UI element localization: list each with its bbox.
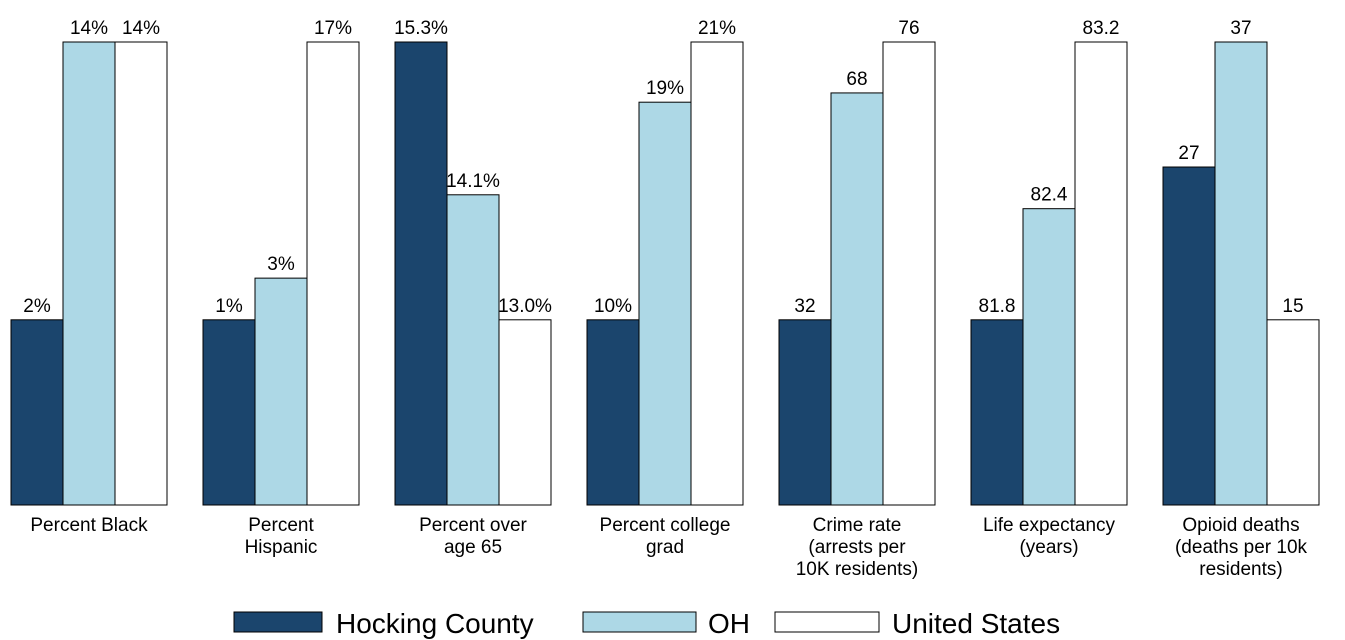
bar-value-label: 81.8: [979, 296, 1016, 317]
category-label: (arrests per: [808, 537, 906, 558]
category-label: Hispanic: [245, 537, 318, 558]
legend-swatch-oh: [582, 611, 697, 633]
category-label: Crime rate: [813, 515, 902, 536]
bar-united-states-4: [882, 41, 936, 506]
legend-label: OH: [708, 608, 750, 639]
category-label: Life expectancy: [983, 515, 1116, 536]
bar-hocking-county-6: [1162, 166, 1216, 506]
bar-oh-0: [62, 41, 116, 506]
bar-oh-2: [446, 194, 500, 506]
bar-value-label: 17%: [314, 18, 352, 39]
bar-united-states-6: [1266, 319, 1320, 506]
bar-value-label: 32: [794, 296, 815, 317]
bar-value-label: 13.0%: [498, 296, 552, 317]
bar-oh-3: [638, 101, 692, 506]
bar-hocking-county-3: [586, 319, 640, 506]
legend: Hocking County OH United States: [233, 608, 1060, 639]
bars-layer: [10, 41, 1320, 506]
bar-value-labels: 2% 14% 14% 1% 3% 17% 15.3% 14.1% 13.0% 10% 19% 21% 3…: [23, 18, 1303, 317]
legend-label: United States: [892, 608, 1060, 639]
bar-hocking-county-5: [970, 319, 1024, 506]
legend-label: Hocking County: [336, 608, 534, 639]
legend-swatch-united-states: [774, 611, 880, 633]
legend-swatch-hocking-county: [233, 611, 323, 633]
bar-value-label: 83.2: [1083, 18, 1120, 39]
bar-hocking-county-1: [202, 319, 256, 506]
bar-value-label: 10%: [594, 296, 632, 317]
bar-value-label: 14%: [70, 18, 108, 39]
bar-value-label: 68: [846, 69, 867, 90]
bar-value-label: 15: [1282, 296, 1303, 317]
bar-united-states-2: [498, 319, 552, 506]
bar-oh-1: [254, 277, 308, 506]
category-label: Opioid deaths: [1182, 515, 1299, 536]
bar-united-states-5: [1074, 41, 1128, 506]
bar-value-label: 82.4: [1031, 185, 1068, 206]
bar-united-states-0: [114, 41, 168, 506]
bar-hocking-county-0: [10, 319, 64, 506]
bar-hocking-county-4: [778, 319, 832, 506]
bar-value-label: 1%: [215, 296, 243, 317]
bar-united-states-1: [306, 41, 360, 506]
bar-hocking-county-2: [394, 41, 448, 506]
bar-value-label: 37: [1230, 18, 1251, 39]
category-label: age 65: [444, 537, 502, 558]
bar-united-states-3: [690, 41, 744, 506]
bar-oh-4: [830, 92, 884, 506]
category-label: grad: [646, 537, 684, 558]
category-label: residents): [1199, 559, 1282, 580]
bar-value-label: 27: [1178, 143, 1199, 164]
bar-value-label: 21%: [698, 18, 736, 39]
category-label: Percent Black: [30, 515, 148, 536]
bar-value-label: 76: [898, 18, 919, 39]
bar-oh-5: [1022, 208, 1076, 506]
bar-oh-6: [1214, 41, 1268, 506]
bar-value-label: 2%: [23, 296, 51, 317]
category-label: Percent over: [419, 515, 527, 536]
category-label: (years): [1019, 537, 1078, 558]
category-label: (deaths per 10k: [1175, 537, 1308, 558]
bar-value-label: 15.3%: [394, 18, 448, 39]
bar-value-label: 19%: [646, 78, 684, 99]
category-label: 10K residents): [796, 559, 919, 580]
bar-value-label: 14.1%: [446, 171, 500, 192]
bar-value-label: 3%: [267, 254, 295, 275]
bar-value-label: 14%: [122, 18, 160, 39]
category-label: Percent: [248, 515, 314, 536]
category-label: Percent college: [600, 515, 731, 536]
